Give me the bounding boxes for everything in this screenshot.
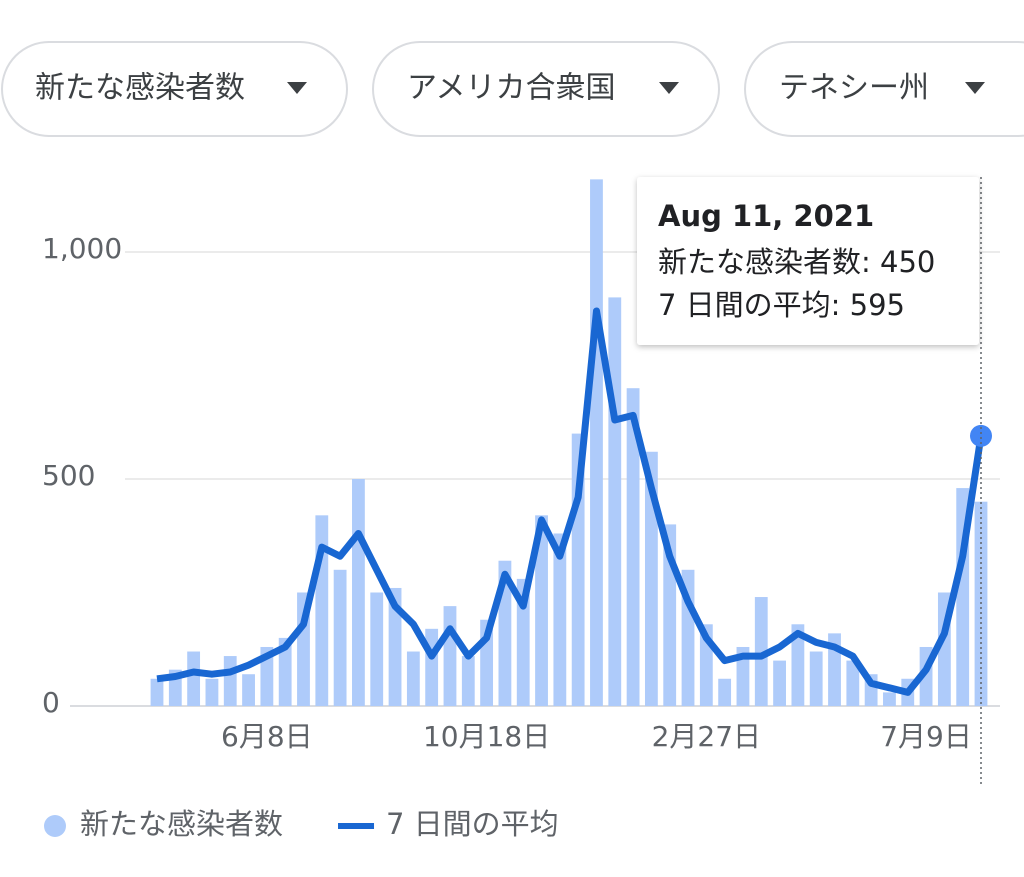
dropdown[interactable]: アメリカ合衆国	[372, 41, 720, 137]
bar	[223, 656, 237, 706]
dropdown-label[interactable]: アメリカ合衆国	[407, 71, 616, 106]
bar	[205, 678, 219, 706]
y-tick-label: 500	[42, 459, 95, 492]
dropdown-arrow[interactable]	[965, 82, 985, 94]
bar	[608, 297, 622, 706]
dropdown-arrow[interactable]	[659, 82, 679, 94]
tooltip-line: 7 日間の平均: 595	[658, 288, 905, 322]
legend-swatch	[44, 815, 66, 837]
bar	[388, 587, 402, 706]
dropdown-box[interactable]	[744, 41, 1024, 137]
lines	[156, 307, 992, 696]
bar	[150, 678, 164, 706]
bar	[333, 569, 347, 706]
tooltip: Aug 11, 2021 新たな感染者数: 450 7 日間の平均: 595	[637, 177, 979, 345]
legend: 新たな感染者数 7 日間の平均	[44, 807, 559, 841]
bar	[461, 656, 475, 706]
hover-dot	[970, 424, 992, 447]
legend-label: 7 日間の平均	[386, 807, 559, 841]
x-tick-label: 7月9日	[880, 720, 972, 753]
tooltip-title: Aug 11, 2021	[658, 199, 874, 233]
bar	[590, 179, 603, 707]
tooltip-line: 新たな感染者数: 450	[658, 245, 935, 279]
bar	[883, 692, 896, 706]
bar	[242, 674, 255, 706]
dropdown-arrow[interactable]	[287, 82, 307, 94]
bar	[846, 660, 860, 706]
bar	[773, 660, 786, 706]
bar	[535, 515, 548, 706]
x-tick-label: 2月27日	[652, 720, 761, 753]
bar	[754, 597, 768, 706]
bar	[718, 678, 732, 706]
line	[156, 307, 985, 696]
bar	[278, 637, 292, 706]
dropdown-label[interactable]: テネシー州	[779, 71, 929, 106]
dropdown-box[interactable]	[1, 41, 348, 137]
dropdown[interactable]: テネシー州	[744, 41, 1024, 137]
bar	[370, 592, 384, 706]
bar	[736, 646, 750, 706]
bar	[260, 646, 274, 706]
dropdown-box[interactable]	[372, 41, 720, 137]
bar	[644, 451, 658, 706]
x-tick-label: 6月8日	[221, 720, 313, 753]
legend-label: 新たな感染者数	[80, 807, 283, 841]
y-tick-label: 0	[42, 686, 60, 719]
dropdown[interactable]: 新たな感染者数	[1, 41, 348, 137]
bar	[809, 651, 823, 706]
bar	[553, 533, 567, 706]
tooltip-box	[637, 177, 979, 345]
bar	[516, 578, 530, 706]
bar	[443, 606, 457, 706]
x-tick-label: 10月18日	[423, 720, 550, 753]
dropdown-label[interactable]: 新たな感染者数	[35, 71, 245, 106]
bar	[406, 651, 420, 706]
bar	[352, 479, 365, 706]
bar	[187, 651, 201, 706]
bar	[791, 624, 805, 706]
bar	[425, 628, 439, 706]
bar	[626, 388, 640, 706]
y-tick-label: 1,000	[42, 232, 122, 265]
